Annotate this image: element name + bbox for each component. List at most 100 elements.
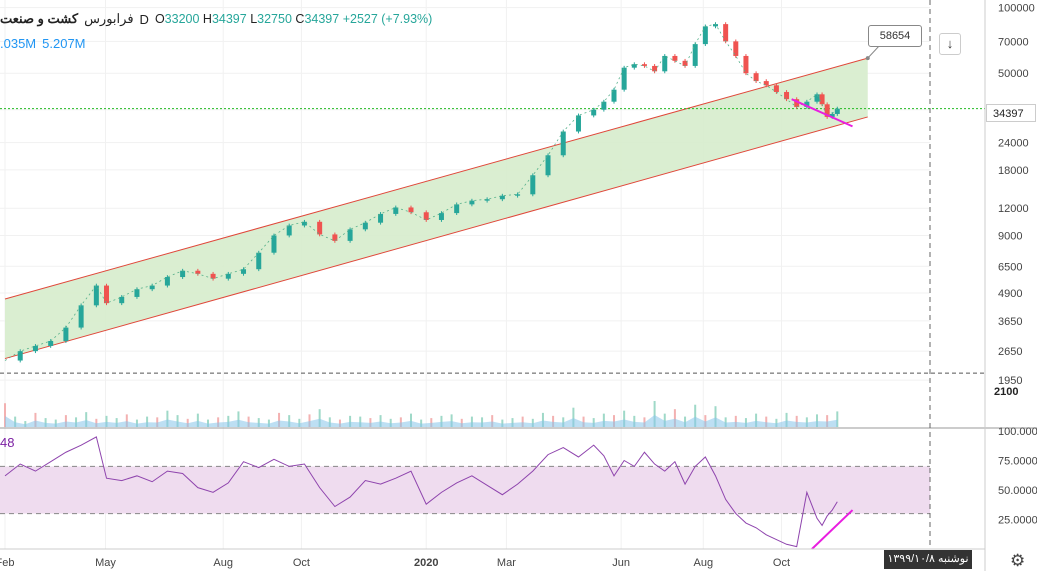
price-candle: [164, 277, 170, 286]
volume-bar: [95, 418, 98, 427]
volume-bar: [176, 415, 179, 427]
price-candle: [713, 24, 718, 27]
volume-ma-area: [5, 415, 838, 427]
interval-label[interactable]: D: [139, 11, 149, 27]
price-candle: [829, 113, 835, 117]
price-candle: [225, 273, 231, 279]
volume-bar: [166, 410, 169, 427]
volume-bar: [338, 419, 341, 427]
volume-bar: [64, 415, 67, 427]
volume-bar: [207, 419, 209, 427]
price-candle: [621, 67, 627, 90]
price-candle: [210, 273, 216, 279]
gear-icon[interactable]: ⚙: [1010, 551, 1026, 570]
time-tick-label: 2020: [414, 557, 438, 569]
volume-bar: [826, 415, 829, 427]
legend: کشت و صنعت فرابورس D O33200 H34397 L3275…: [0, 10, 432, 28]
price-candle: [515, 194, 521, 196]
callout-pointer: [867, 44, 881, 59]
rsi-band: [0, 466, 930, 514]
volume-value-a: .035M: [0, 36, 37, 51]
volume-bar: [4, 403, 6, 427]
volume-bar: [694, 404, 697, 427]
price-candle: [119, 296, 125, 304]
rsi-trendline: [811, 509, 854, 550]
rsi-tick-label: 100.000: [998, 426, 1037, 438]
price-tick-label: 2650: [998, 346, 1022, 358]
price-candle: [784, 91, 790, 100]
time-tick-label: Oct: [773, 557, 790, 569]
volume-bar: [379, 415, 382, 427]
volume-bar: [278, 412, 281, 427]
price-candle: [499, 195, 505, 200]
price-tick-label: 70000: [998, 36, 1029, 48]
time-tick-label: Oct: [293, 557, 310, 569]
volume-bar: [24, 421, 27, 427]
volume-bar: [613, 415, 615, 427]
price-tick-label: 18000: [998, 165, 1029, 177]
volume-bar: [653, 401, 656, 427]
volume-bar: [135, 419, 138, 427]
price-candle: [332, 234, 338, 241]
volume-bar: [410, 413, 412, 427]
volume-bar: [247, 416, 250, 427]
scroll-down-icon[interactable]: ↓: [939, 33, 961, 55]
volume-bar: [592, 418, 595, 427]
price-candle: [271, 235, 277, 253]
volume-bar: [430, 418, 433, 427]
volume-bar: [399, 417, 402, 427]
price-tick-label: 9000: [998, 230, 1022, 242]
time-tick-label: Feb: [0, 557, 14, 569]
price-candle: [454, 204, 460, 214]
volume-legend: .035M 5.207M: [0, 36, 86, 51]
volume-bar: [623, 410, 626, 427]
price-candle: [423, 212, 429, 220]
volume-bar: [54, 419, 57, 427]
volume-bar: [481, 417, 484, 427]
price-candle: [692, 44, 698, 66]
volume-bar: [34, 412, 37, 427]
price-candle: [286, 225, 292, 236]
price-candle: [78, 305, 84, 328]
volume-bar: [714, 406, 717, 427]
price-candle: [560, 131, 566, 156]
price-trendline: [791, 98, 853, 128]
volume-bar: [673, 409, 676, 427]
volume-bar: [389, 418, 392, 427]
price-tick-label: 50000: [998, 68, 1029, 80]
symbol-title[interactable]: کشت و صنعت: [0, 11, 79, 26]
volume-bar: [816, 414, 818, 427]
exchange-label: فرابورس: [84, 11, 134, 26]
volume-bar: [44, 418, 47, 427]
volume-bar: [734, 415, 737, 427]
volume-bar: [85, 412, 88, 427]
ohlc-readout: O33200 H34397 L32750 C34397 +2527 (+7.93…: [154, 12, 433, 26]
price-candle: [32, 345, 38, 352]
price-candle: [723, 24, 729, 42]
price-tick-label: 24000: [998, 138, 1029, 150]
volume-bar: [217, 417, 220, 427]
rsi-tick-label: 25.0000: [998, 515, 1037, 527]
price-candle: [104, 285, 109, 304]
volume-bar: [633, 415, 636, 427]
volume-bar: [775, 418, 778, 427]
volume-bar: [257, 418, 260, 427]
price-candle: [530, 175, 536, 195]
volume-bar: [765, 416, 768, 427]
price-candle: [672, 55, 678, 61]
price-candle: [631, 64, 637, 68]
volume-bar: [643, 417, 646, 427]
callout-anchor: [865, 56, 870, 61]
price-candle: [763, 81, 769, 86]
price-candle: [180, 270, 186, 278]
channel-end-callout[interactable]: 58654: [868, 25, 922, 47]
price-line: [4, 23, 838, 361]
price-candle: [17, 351, 23, 361]
horizontal-line-tag: 2100: [986, 384, 1036, 401]
price-candle: [611, 89, 617, 102]
volume-bar: [420, 419, 423, 427]
volume-bar: [531, 418, 534, 427]
volume-bar: [663, 413, 666, 427]
volume-bar: [795, 415, 798, 427]
